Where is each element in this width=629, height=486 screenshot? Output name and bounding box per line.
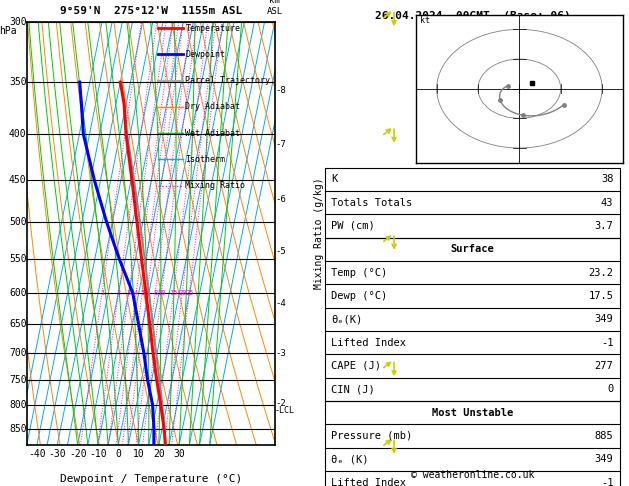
Text: 0: 0 [115,449,121,459]
Text: CIN (J): CIN (J) [331,384,375,394]
Text: 750: 750 [9,375,26,385]
Text: 4: 4 [134,290,138,296]
Text: Totals Totals: Totals Totals [331,198,413,208]
Text: 0: 0 [607,384,613,394]
Text: Temperature: Temperature [186,24,240,33]
Text: PW (cm): PW (cm) [331,221,375,231]
Text: -8: -8 [276,87,286,95]
Text: CAPE (J): CAPE (J) [331,361,381,371]
Text: 650: 650 [9,319,26,329]
Text: -20: -20 [69,449,86,459]
Text: 17.5: 17.5 [588,291,613,301]
Text: K: K [331,174,338,184]
Text: Isotherm: Isotherm [186,155,225,164]
Text: 20: 20 [178,290,187,296]
Text: Parcel Trajectory: Parcel Trajectory [186,76,270,85]
Text: 38: 38 [601,174,613,184]
Text: -3: -3 [276,348,286,358]
Text: 30: 30 [174,449,185,459]
Text: 3.7: 3.7 [594,221,613,231]
Text: 500: 500 [9,217,26,226]
Text: -4: -4 [276,298,286,308]
Text: 700: 700 [9,348,26,358]
Text: Pressure (mb): Pressure (mb) [331,431,413,441]
Text: Dewp (°C): Dewp (°C) [331,291,387,301]
Text: Surface: Surface [450,244,494,254]
Text: 15: 15 [169,290,178,296]
Text: 10: 10 [157,290,166,296]
Text: θₑ (K): θₑ (K) [331,454,369,464]
Text: 43: 43 [601,198,613,208]
Text: km
ASL: km ASL [267,0,283,16]
Text: 10: 10 [133,449,145,459]
Text: 2: 2 [116,290,121,296]
Text: © weatheronline.co.uk: © weatheronline.co.uk [411,470,534,480]
Text: 277: 277 [594,361,613,371]
Text: θₑ(K): θₑ(K) [331,314,363,324]
Text: Dry Adiabat: Dry Adiabat [186,103,240,111]
Text: 349: 349 [594,314,613,324]
Text: 885: 885 [594,431,613,441]
Text: 800: 800 [9,400,26,410]
Text: 850: 850 [9,424,26,434]
Text: 25: 25 [185,290,194,296]
Text: 550: 550 [9,254,26,264]
Text: 450: 450 [9,175,26,185]
Text: 5: 5 [140,290,144,296]
Text: Temp (°C): Temp (°C) [331,268,387,278]
Text: -10: -10 [89,449,107,459]
Text: -2: -2 [276,399,286,408]
Text: -40: -40 [28,449,46,459]
Text: 20: 20 [153,449,165,459]
Text: 300: 300 [9,17,26,27]
Text: Most Unstable: Most Unstable [431,408,513,417]
Text: 6: 6 [145,290,149,296]
Text: 1: 1 [100,290,104,296]
Text: -30: -30 [48,449,66,459]
Text: 26.04.2024  00GMT  (Base: 06): 26.04.2024 00GMT (Base: 06) [374,11,571,21]
Text: hPa: hPa [0,26,17,36]
Text: -1: -1 [601,478,613,486]
Text: Lifted Index: Lifted Index [331,478,406,486]
Text: Wet Adiabat: Wet Adiabat [186,129,240,138]
Text: -5: -5 [276,247,286,256]
Text: -1: -1 [601,338,613,347]
Text: Lifted Index: Lifted Index [331,338,406,347]
Text: Dewpoint / Temperature (°C): Dewpoint / Temperature (°C) [60,474,242,484]
Text: 600: 600 [9,288,26,298]
Text: -6: -6 [276,194,286,204]
Text: 8: 8 [153,290,157,296]
Text: 350: 350 [9,77,26,87]
Text: 400: 400 [9,129,26,139]
Text: 9°59'N  275°12'W  1155m ASL: 9°59'N 275°12'W 1155m ASL [60,5,242,16]
Text: 349: 349 [594,454,613,464]
Text: -LCL: -LCL [275,406,295,415]
Text: Mixing Ratio: Mixing Ratio [186,181,245,190]
Text: 3: 3 [126,290,131,296]
Text: Mixing Ratio (g/kg): Mixing Ratio (g/kg) [314,177,325,289]
Text: Dewpoint: Dewpoint [186,50,225,59]
Text: 23.2: 23.2 [588,268,613,278]
Text: -7: -7 [276,140,286,149]
